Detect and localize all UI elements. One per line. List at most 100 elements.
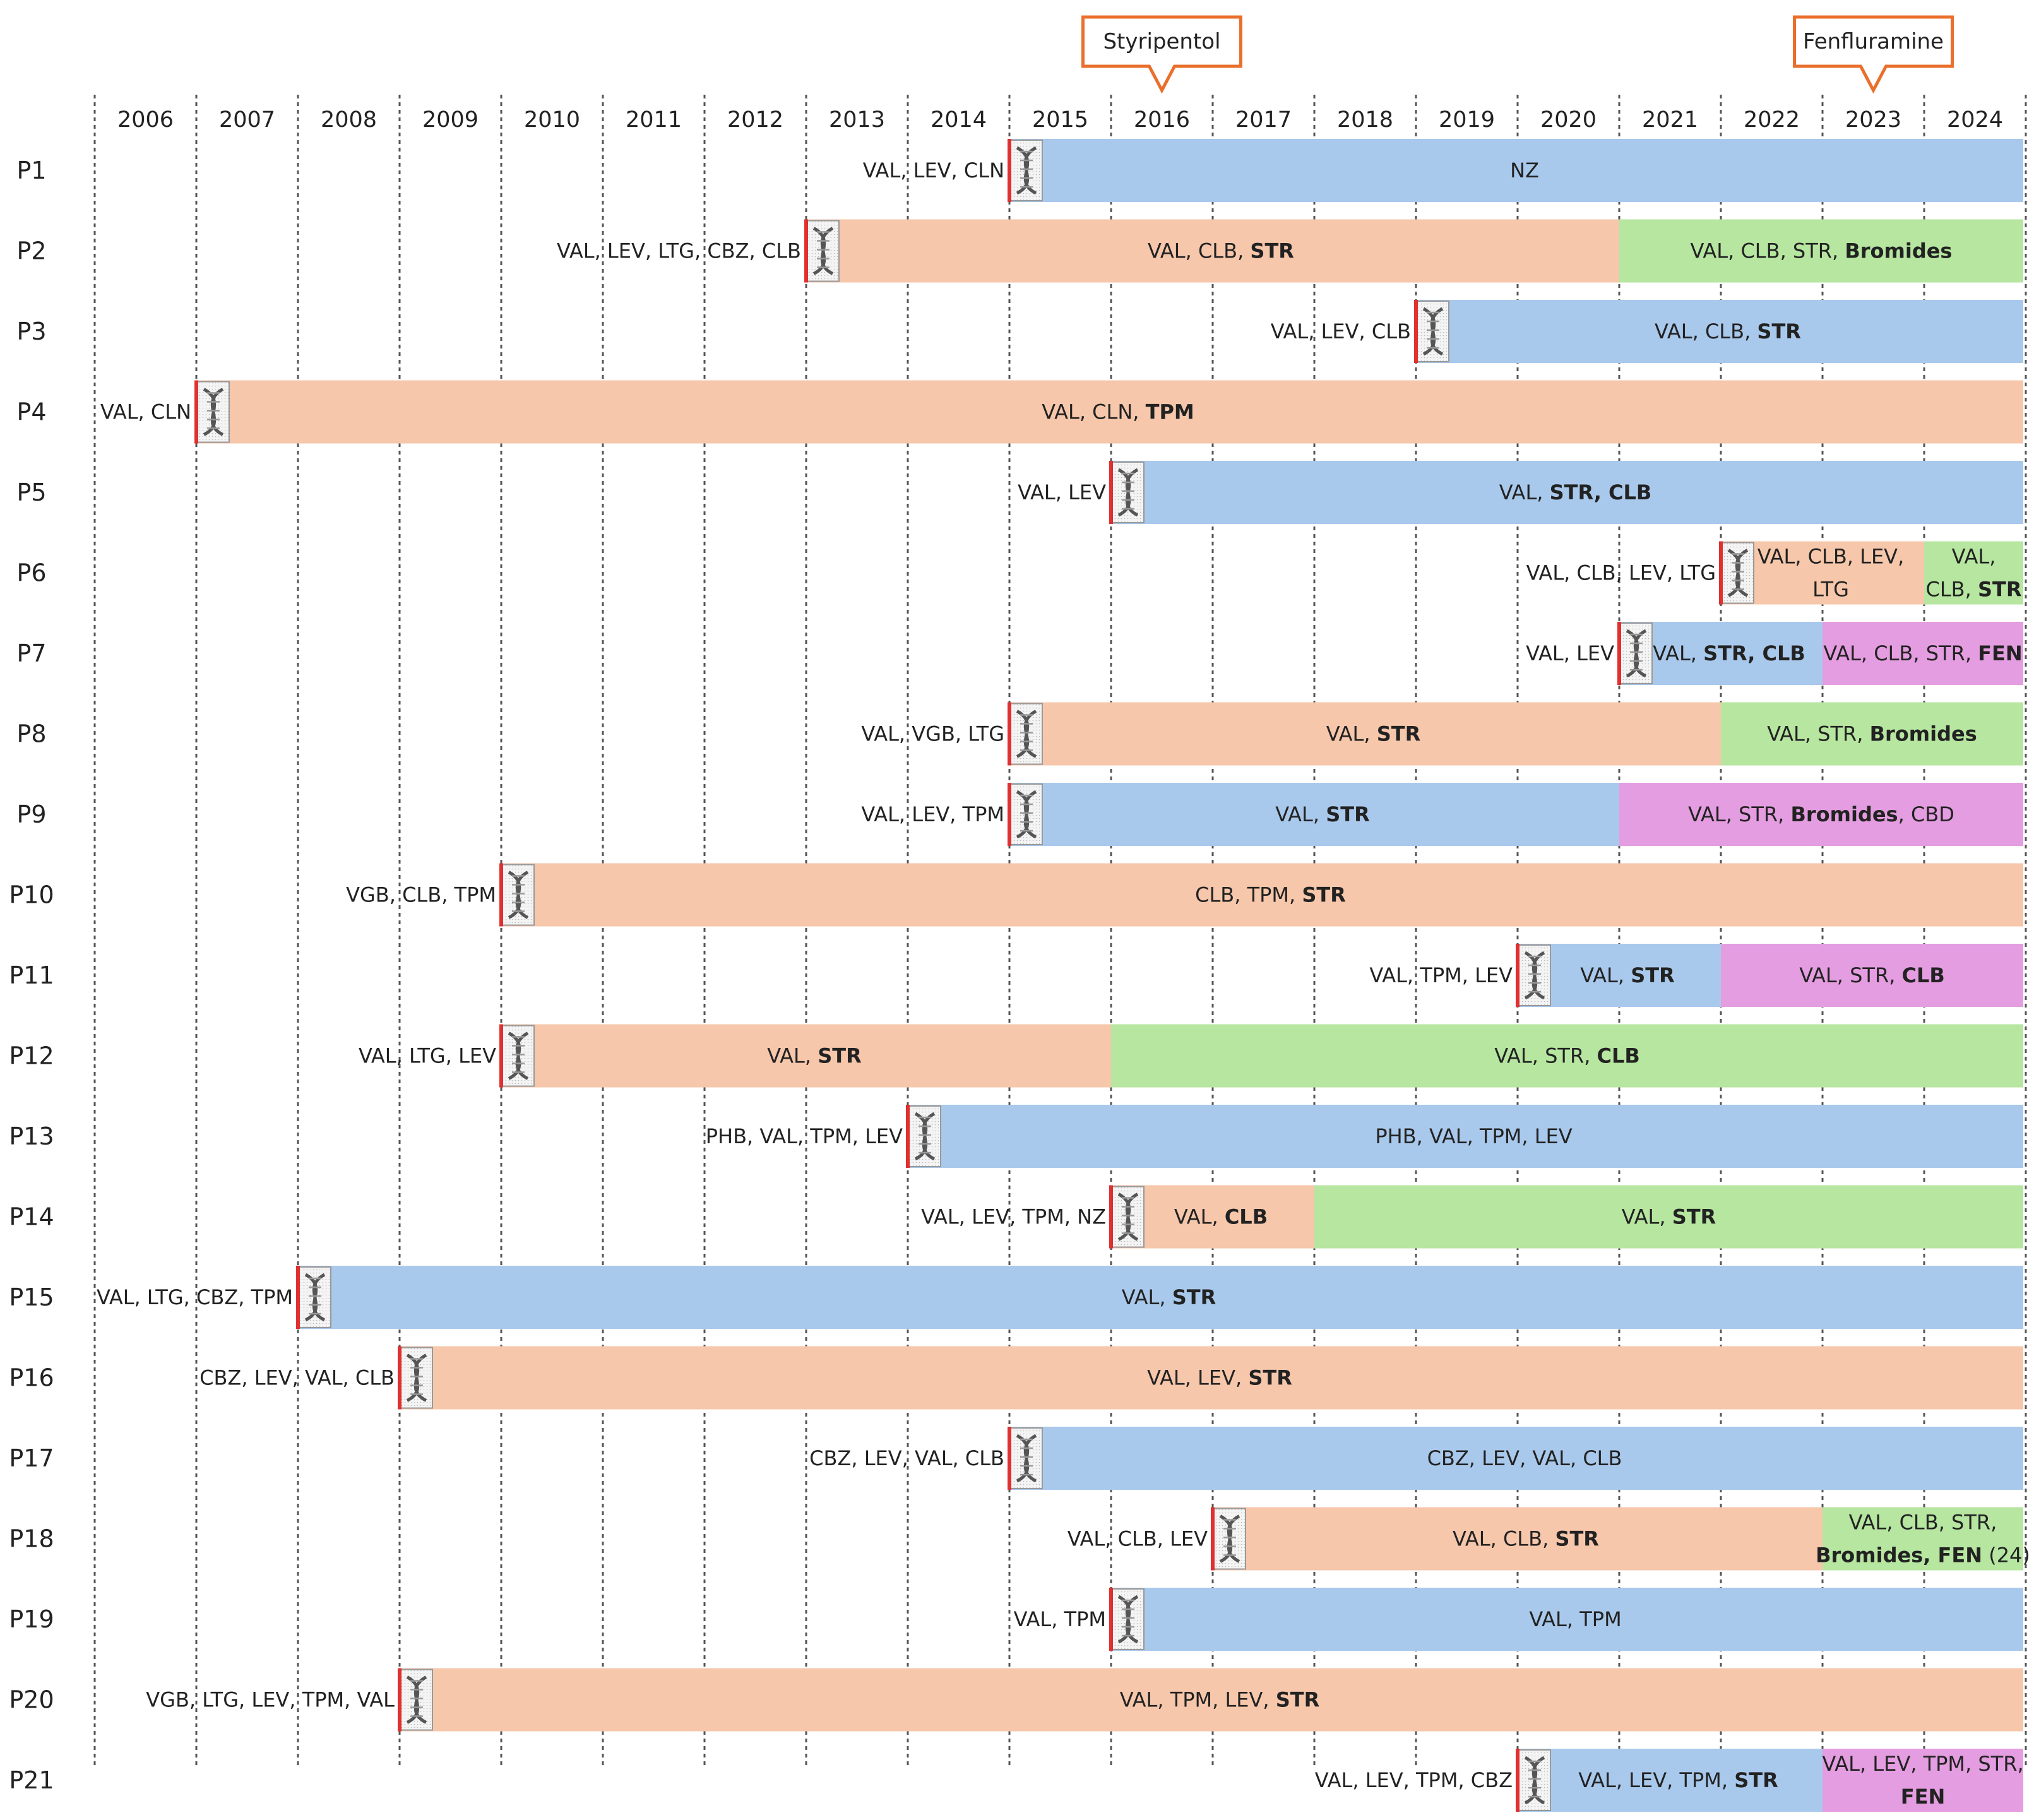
- patient-id-label: P20: [9, 1686, 54, 1714]
- year-tick-label: 2009: [422, 107, 479, 133]
- year-tick-label: 2007: [219, 107, 275, 133]
- year-tick-label: 2010: [524, 107, 580, 133]
- treatment-bar-blue: [1518, 944, 1721, 1007]
- patient-row-p14: P14 VAL, CLB VAL, STR VAL, LEV, TPM, NZ: [9, 1185, 2023, 1249]
- treatment-label: VAL, STR: [1275, 802, 1369, 826]
- treatment-bar-orange: [1213, 1507, 1823, 1571]
- treatment-bar-blue: [1619, 622, 1823, 685]
- dna-helix-icon: [1518, 1749, 1551, 1811]
- treatment-bar-blue: [1009, 1427, 2023, 1490]
- treatment-label: VAL, LEV, STR: [1147, 1366, 1292, 1390]
- patient-row-p20: P20 VAL, TPM, LEV, STR VGB, LTG, LEV, TPM,…: [9, 1668, 2023, 1732]
- dna-helix-icon: [1010, 703, 1043, 765]
- dna-helix-icon: [400, 1668, 433, 1731]
- treatment-label: VAL, CLB: [1174, 1205, 1268, 1229]
- treatment-label: VAL, STR: [1122, 1285, 1216, 1309]
- patient-row-p3: P3 VAL, CLB, STR VAL, LEV, CLB: [16, 300, 2023, 363]
- pre-treatment-label: VAL, LTG, CBZ, TPM: [97, 1285, 293, 1309]
- treatment-bar-blue: [1416, 300, 2023, 363]
- year-tick-label: 2006: [117, 107, 174, 133]
- treatment-bar-pink: [1823, 1749, 2023, 1812]
- treatment-label-line: VAL, CLB, STR,: [1849, 1511, 1997, 1535]
- treatment-label-line: CLB, STR: [1926, 578, 2022, 602]
- patient-id-label: P3: [16, 318, 46, 345]
- pre-treatment-label: VAL, CLB, LEV, LTG: [1526, 561, 1716, 585]
- year-tick-label: 2008: [321, 107, 377, 133]
- dna-helix-icon: [1010, 1427, 1043, 1489]
- patient-row-p8: P8 VAL, STR VAL, STR, Bromides VAL, VGB, LT…: [16, 702, 2023, 766]
- treatment-label: VAL, LEV, TPM, STR: [1578, 1768, 1778, 1792]
- treatment-label: PHB, VAL, TPM, LEV: [1375, 1124, 1572, 1148]
- pre-treatment-label: VAL, VGB, LTG: [861, 722, 1004, 746]
- treatment-bar-orange: [1009, 702, 1721, 766]
- callout-arrow-box: [1081, 15, 1242, 94]
- pre-treatment-label: VGB, CLB, TPM: [346, 883, 496, 907]
- treatment-label: VAL, STR: [767, 1044, 861, 1068]
- dna-helix-icon: [1010, 783, 1043, 845]
- treatment-label: VAL, STR, Bromides, CBD: [1688, 802, 1954, 826]
- patient-row-p13: P13 PHB, VAL, TPM, LEV PHB, VAL, TPM, LEV: [9, 1105, 2023, 1168]
- pre-treatment-label: VAL, LEV, TPM: [861, 802, 1004, 826]
- patient-row-p11: P11 VAL, STR VAL, STR, CLB VAL, TPM, LEV: [9, 944, 2023, 1007]
- patient-id-label: P16: [9, 1364, 54, 1392]
- treatment-bar-green: [1111, 1024, 2023, 1088]
- patient-row-p21: P21 VAL, LEV, TPM, STR VAL, LEV, TPM, STR,…: [9, 1749, 2024, 1812]
- pre-treatment-label: VAL, LTG, LEV: [359, 1044, 496, 1068]
- dna-helix-icon: [299, 1266, 331, 1328]
- patient-row-p10: P10 CLB, TPM, STR VGB, CLB, TPM: [9, 863, 2023, 927]
- pre-treatment-label: CBZ, LEV, VAL, CLB: [199, 1366, 395, 1390]
- patient-row-p12: P12 VAL, STR VAL, STR, CLB VAL, LTG, LEV: [9, 1024, 2023, 1088]
- treatment-bar-blue: [1009, 783, 1619, 846]
- treatment-label: VAL, TPM, LEV, STR: [1120, 1688, 1320, 1712]
- callout-fenfluramine: Fenfluramine: [1793, 15, 1954, 94]
- treatment-label-line: Bromides, FEN (24): [1816, 1543, 2030, 1567]
- dna-helix-icon: [1620, 622, 1653, 684]
- treatment-bar-orange: [196, 380, 2023, 444]
- treatment-label: VAL, STR: [1580, 963, 1674, 987]
- dna-helix-icon: [1112, 461, 1145, 523]
- patient-id-label: P6: [16, 559, 46, 587]
- treatment-bar-green: [1619, 219, 2023, 283]
- pre-treatment-label: VAL, LEV, CLB: [1271, 319, 1411, 343]
- treatment-bar-blue: [908, 1105, 2023, 1168]
- patient-row-p15: P15 VAL, STR VAL, LTG, CBZ, TPM: [9, 1266, 2023, 1329]
- callout-styripentol: Styripentol: [1081, 15, 1242, 94]
- treatment-label: CBZ, LEV, VAL, CLB: [1427, 1446, 1622, 1470]
- patient-id-label: P11: [9, 961, 54, 989]
- patient-id-label: P13: [9, 1122, 54, 1150]
- treatment-bar-blue: [298, 1266, 2023, 1329]
- treatment-label-line: VAL,: [1952, 545, 1996, 569]
- treatment-bar-pink: [1619, 783, 2023, 846]
- treatment-label: VAL, CLB, STR: [1655, 319, 1801, 343]
- pre-treatment-label: VAL, CLB, LEV: [1068, 1527, 1208, 1551]
- year-tick-label: 2024: [1947, 107, 2003, 133]
- treatment-bar-orange: [806, 219, 1619, 283]
- patient-row-p1: P1 NZ VAL, LEV, CLN: [16, 139, 2023, 202]
- patient-id-label: P2: [16, 237, 46, 265]
- treatment-bar-pink: [1721, 944, 2023, 1007]
- callout-label: Styripentol: [1103, 29, 1220, 54]
- year-tick-label: 2018: [1337, 107, 1393, 133]
- treatment-bar-blue: [1111, 1588, 2023, 1651]
- patient-id-label: P21: [9, 1766, 54, 1794]
- dna-helix-icon: [1722, 542, 1754, 604]
- patient-row-p4: P4 VAL, CLN, TPM VAL, CLN: [16, 380, 2023, 444]
- treatment-label: VAL, CLN, TPM: [1042, 400, 1194, 424]
- dna-helix-icon: [1417, 300, 1449, 362]
- patient-row-p7: P7 VAL, STR, CLB VAL, CLB, STR, FEN VAL, LE…: [16, 622, 2023, 685]
- year-tick-label: 2012: [727, 107, 783, 133]
- year-tick-label: 2017: [1235, 107, 1292, 133]
- dna-helix-icon: [1010, 140, 1043, 201]
- patient-id-label: P17: [9, 1444, 54, 1472]
- treatment-bar-green: [1924, 541, 2023, 605]
- callout-label: Fenfluramine: [1803, 29, 1944, 54]
- year-tick-label: 2011: [626, 107, 682, 133]
- dna-helix-icon: [1213, 1508, 1246, 1570]
- patient-id-label: P7: [16, 639, 46, 667]
- treatment-label: VAL, CLB, STR: [1453, 1527, 1599, 1551]
- treatment-label: CLB, TPM, STR: [1195, 883, 1346, 907]
- patient-id-label: P10: [9, 881, 54, 909]
- patient-id-label: P1: [16, 157, 46, 184]
- pre-treatment-label: VAL, CLN: [100, 400, 191, 424]
- treatment-bar-orange: [1721, 541, 1924, 605]
